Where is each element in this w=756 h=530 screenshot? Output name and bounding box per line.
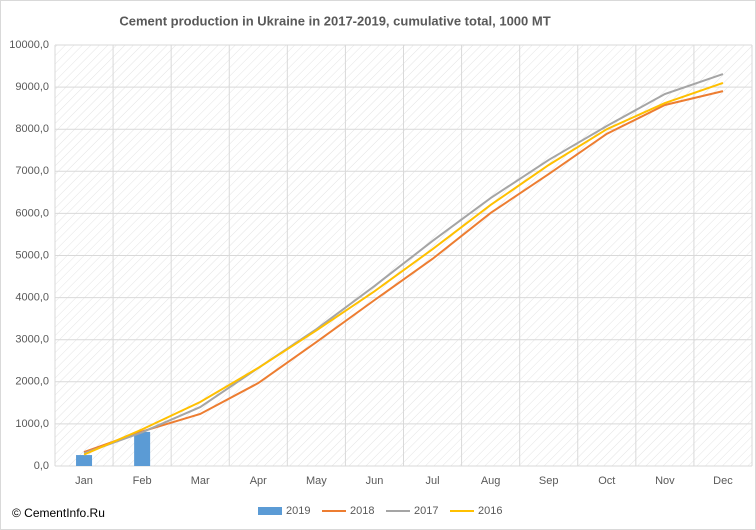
legend-swatch <box>258 507 282 515</box>
legend-label: 2017 <box>414 505 438 517</box>
x-tick-label: Sep <box>539 475 559 487</box>
bar <box>76 455 93 466</box>
line <box>83 90 724 454</box>
x-tick-label: Jul <box>426 475 440 487</box>
y-tick-label: 6000,0 <box>15 207 49 219</box>
y-tick-label: 0,0 <box>34 460 49 472</box>
y-tick-label: 7000,0 <box>15 165 49 177</box>
legend-label: 2016 <box>478 505 502 517</box>
y-tick-label: 3000,0 <box>15 334 49 346</box>
y-tick-label: 9000,0 <box>15 81 49 93</box>
y-tick-label: 8000,0 <box>15 123 49 135</box>
line <box>83 81 724 456</box>
watermark: © CementInfo.Ru <box>12 506 105 520</box>
chart-title: Cement production in Ukraine in 2017-201… <box>119 13 550 28</box>
bar <box>134 431 151 466</box>
y-tick-label: 10000,0 <box>9 39 49 51</box>
x-tick-label: Jun <box>366 475 384 487</box>
x-tick-label: Aug <box>481 475 501 487</box>
x-tick-label: Oct <box>598 475 615 487</box>
x-tick-label: Mar <box>191 475 210 487</box>
line <box>83 73 724 455</box>
x-tick-label: Feb <box>133 475 152 487</box>
x-tick-label: Apr <box>250 475 267 487</box>
y-tick-label: 5000,0 <box>15 249 49 261</box>
legend-label: 2018 <box>350 505 374 517</box>
legend-label: 2019 <box>286 505 310 517</box>
y-tick-label: 1000,0 <box>15 418 49 430</box>
x-tick-label: Jan <box>75 475 93 487</box>
x-tick-label: Dec <box>713 475 733 487</box>
x-tick-label: May <box>306 475 327 487</box>
x-tick-label: Nov <box>655 475 675 487</box>
y-tick-label: 4000,0 <box>15 292 49 304</box>
y-tick-label: 2000,0 <box>15 376 49 388</box>
